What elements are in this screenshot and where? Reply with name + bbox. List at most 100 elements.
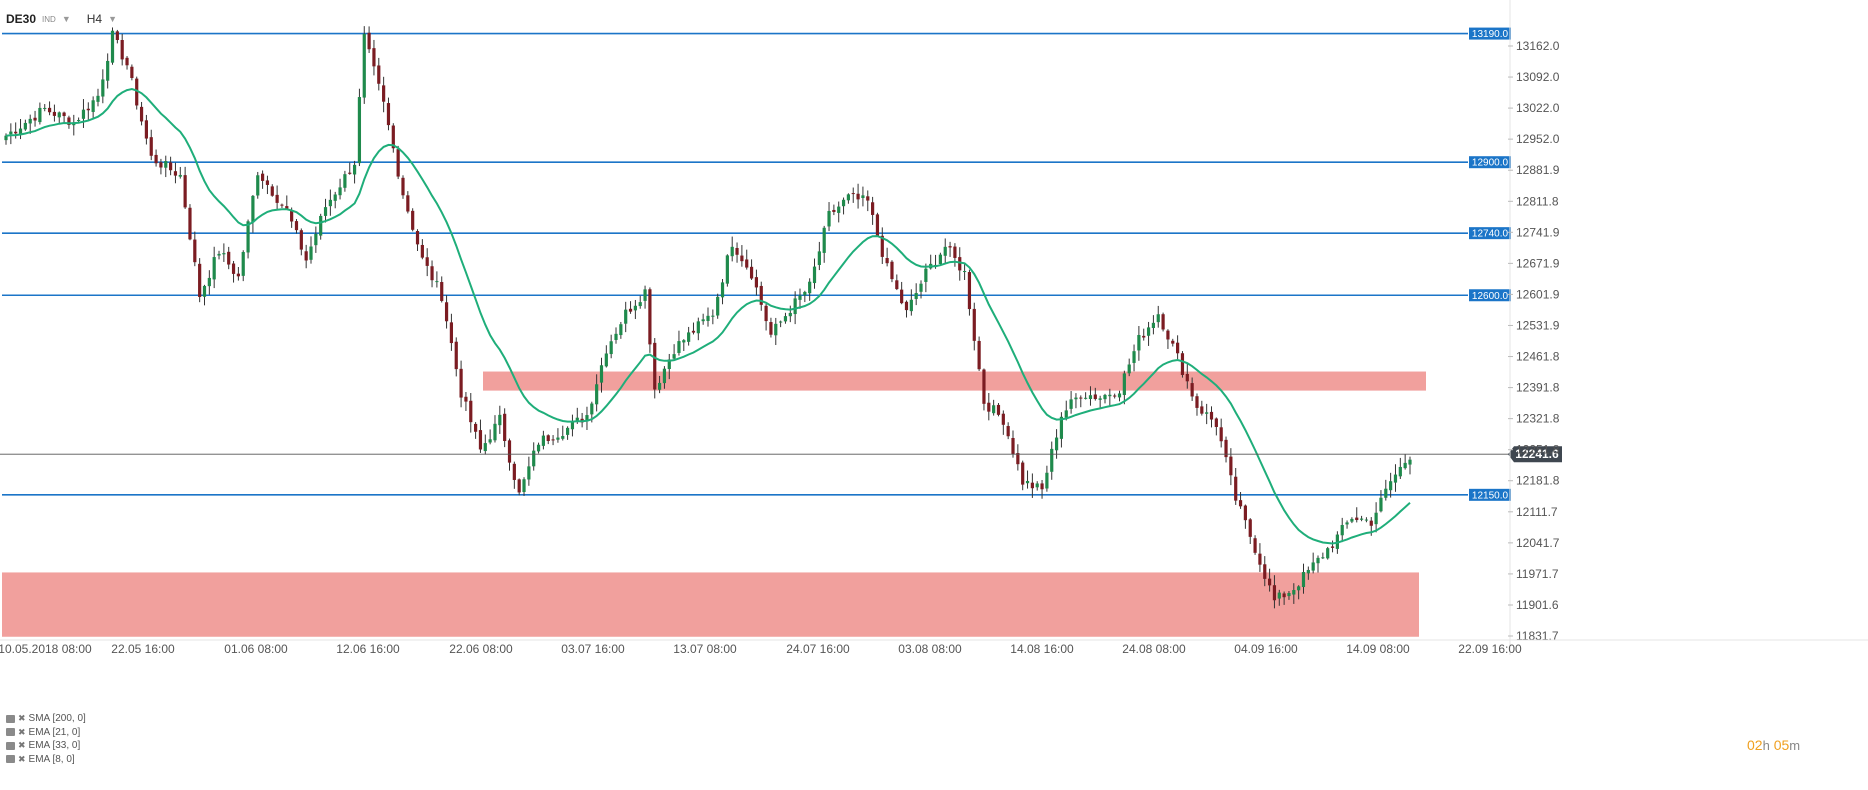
candle-body (987, 402, 991, 412)
candle-body (793, 298, 797, 315)
candle-body (1127, 364, 1131, 374)
candle-body (1379, 497, 1383, 512)
candle-body (662, 368, 667, 384)
indicator-row[interactable]: ✖ SMA [200, 0] (6, 712, 86, 726)
candle-body (1364, 519, 1369, 521)
candle-body (1093, 394, 1097, 400)
candle-body (270, 186, 274, 196)
candle-body (517, 479, 521, 493)
symbol-label[interactable]: DE30 (6, 12, 37, 26)
candle-body (575, 417, 579, 422)
candle-body (604, 353, 608, 367)
candle-body (367, 32, 371, 50)
candle-body (1195, 396, 1199, 408)
candle-body (546, 435, 550, 441)
candle-body (1340, 524, 1344, 536)
indicator-row[interactable]: ✖ EMA [33, 0] (6, 739, 86, 753)
candle-body (469, 400, 473, 423)
candle-body (1088, 395, 1093, 399)
candle-body (96, 95, 100, 102)
candle-body (246, 221, 250, 253)
candle-body (333, 194, 337, 201)
candle-body (590, 403, 594, 415)
candle-body (159, 162, 163, 168)
timeframe-label[interactable]: H4 (86, 12, 103, 26)
indicator-settings-icon[interactable] (6, 741, 15, 750)
remove-indicator-icon[interactable]: ✖ (18, 740, 26, 750)
indicator-label: EMA [33, 0] (28, 740, 81, 751)
candle-body (696, 321, 700, 334)
candle-body (1045, 472, 1049, 489)
remove-indicator-icon[interactable]: ✖ (18, 713, 26, 723)
candle-body (154, 154, 158, 164)
indicator-label: EMA [21, 0] (28, 726, 81, 738)
candle-body (866, 196, 870, 201)
remove-indicator-icon[interactable]: ✖ (18, 726, 26, 737)
candle-body (77, 120, 81, 122)
chart-header: DE30 IND ▼ H4 ▼ (6, 8, 117, 30)
candle-body (648, 289, 652, 345)
candle-body (967, 272, 972, 310)
candle-body (1297, 586, 1301, 591)
candle-body (1113, 395, 1117, 397)
candle-body (1248, 519, 1252, 537)
candle-countdown-timer: 02h 05m (1747, 737, 1801, 753)
candle-body (682, 340, 686, 343)
candle-body (570, 421, 575, 430)
candle-body (386, 103, 391, 126)
price-tick-label: 12391.8 (1516, 381, 1560, 395)
price-zone[interactable] (2, 572, 1419, 637)
candle-body (1277, 592, 1281, 599)
indicator-row[interactable]: ✖ EMA [21, 0] (6, 726, 86, 740)
candle-body (914, 293, 918, 299)
price-tick-label: 12741.9 (1516, 225, 1560, 239)
candle-body (740, 255, 744, 262)
candle-body (1006, 426, 1010, 437)
candle-body (474, 423, 478, 432)
candle-body (328, 199, 332, 207)
candle-body (885, 258, 889, 264)
indicator-row[interactable]: ✖ EMA [8, 0] (6, 753, 86, 767)
candle-body (290, 210, 294, 222)
candle-body (338, 187, 342, 196)
candle-body (222, 253, 226, 255)
horizontal-levels: 13190.0 12900.0 12740.0 12600.0 12150.0 (2, 27, 1511, 501)
symbol-dropdown-icon[interactable]: ▼ (61, 14, 71, 24)
indicator-settings-icon[interactable] (6, 728, 15, 737)
candle-body (720, 282, 725, 298)
time-tick-label: 14.08 16:00 (1010, 642, 1074, 656)
candle-body (1084, 397, 1088, 399)
time-tick-label: 22.05 16:00 (111, 642, 175, 656)
candle-body (691, 330, 696, 333)
candle-body (716, 296, 720, 316)
price-tick-label: 12811.8 (1516, 194, 1559, 208)
candle-body (1408, 459, 1412, 465)
candle-body (1243, 505, 1247, 521)
indicator-settings-icon[interactable] (6, 714, 15, 723)
timeframe-dropdown-icon[interactable]: ▼ (108, 14, 117, 24)
candle-body (890, 261, 894, 280)
candle-body (585, 415, 589, 422)
candle-body (909, 299, 913, 312)
remove-indicator-icon[interactable]: ✖ (18, 753, 26, 764)
candle-body (459, 368, 463, 398)
candle-body (633, 305, 637, 311)
candle-body (1016, 453, 1020, 465)
price-zone[interactable] (483, 371, 1426, 391)
candle-body (9, 131, 13, 135)
candle-body (106, 60, 110, 81)
candle-body (924, 268, 928, 282)
candle-body (1292, 590, 1296, 595)
candle-body (1156, 314, 1160, 323)
candle-body (1229, 456, 1233, 476)
candle-body (357, 97, 362, 164)
price-tick-label: 12601.9 (1516, 287, 1560, 301)
candle-body (522, 479, 526, 493)
candle-body (827, 210, 831, 227)
candle-body (251, 195, 255, 223)
candle-body (1321, 557, 1325, 559)
candle-body (207, 277, 211, 287)
indicator-legend: ✖ SMA [200, 0] ✖ EMA [21, 0] ✖ EMA [33, 0] … (6, 712, 86, 766)
indicator-settings-icon[interactable] (6, 755, 15, 764)
